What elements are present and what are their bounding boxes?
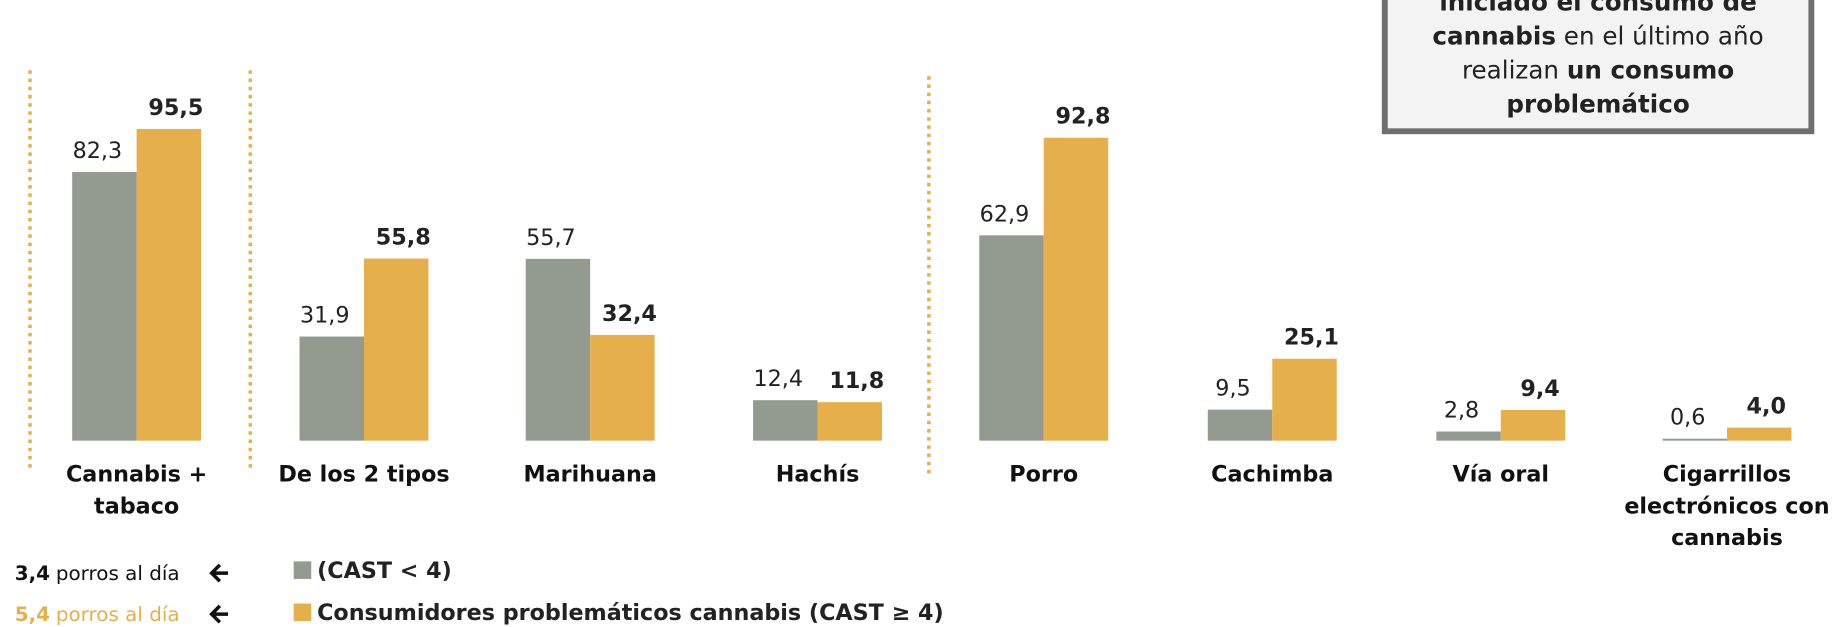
bar: [1207, 409, 1273, 441]
annotation-text: cannabis: [1432, 22, 1556, 51]
x-tick-label: De los 2 tipos: [278, 461, 450, 488]
legend-label: Consumidores problemáticos cannabis (CAS…: [317, 600, 944, 626]
note-text: porros al día: [56, 562, 180, 585]
bar: [363, 258, 429, 441]
annotation-text: iniciado el consumo de: [1439, 0, 1756, 17]
annotation-line: problemático: [1506, 90, 1689, 119]
category-label-box: Hachís: [775, 461, 860, 488]
note-text: porros al día: [56, 603, 180, 626]
value-label: 95,5: [148, 95, 203, 121]
value-label: 92,8: [1056, 104, 1111, 130]
category-label-box: Cigarrillos electrónicos con cannabis: [1624, 461, 1830, 551]
annotation-text: un consumo: [1567, 56, 1734, 85]
value-label: 11,8: [829, 368, 884, 394]
bar: [1500, 409, 1566, 441]
value-label: 55,8: [376, 224, 431, 250]
bar: [753, 400, 818, 441]
arrow-icon: [209, 563, 229, 583]
value-label: 55,7: [526, 225, 576, 251]
annotation-text: en el último año: [1556, 22, 1764, 51]
value-label: 82,3: [73, 138, 123, 164]
x-tick-label: Cannabis + tabaco: [65, 461, 208, 520]
value-label: 62,9: [980, 201, 1030, 227]
bar: [590, 334, 655, 441]
x-tick-label: Marihuana: [523, 461, 657, 488]
annotation-text: problemático: [1506, 90, 1689, 119]
note-value: 3,4: [15, 562, 50, 585]
x-tick-label: Hachís: [775, 461, 860, 488]
category-label-box: Vía oral: [1452, 461, 1550, 488]
value-label: 9,4: [1520, 376, 1559, 402]
bar: [525, 258, 591, 441]
bar: [979, 235, 1044, 441]
category-label-box: De los 2 tipos: [278, 461, 450, 488]
annotation-box: [1381, 0, 1815, 135]
annotation-line: iniciado el consumo de: [1439, 0, 1756, 17]
annotation-line: cannabis en el último año: [1432, 22, 1763, 51]
bar: [1043, 137, 1109, 441]
bar: [136, 128, 202, 441]
legend-label: (CAST < 4): [317, 558, 452, 584]
bar: [72, 172, 137, 441]
note-value: 5,4: [15, 603, 50, 626]
value-label: 9,5: [1215, 376, 1250, 402]
bar: [1436, 431, 1501, 441]
value-label: 2,8: [1444, 397, 1479, 423]
legend-swatch: [293, 603, 312, 622]
value-label: 31,9: [300, 302, 350, 328]
x-tick-label: Cachimba: [1211, 461, 1334, 488]
category-label-box: Cachimba: [1211, 461, 1334, 488]
value-label: 12,4: [754, 366, 804, 392]
x-tick-label: Porro: [1009, 461, 1079, 488]
value-label: 25,1: [1284, 325, 1339, 351]
value-label: 32,4: [602, 301, 657, 327]
note: 3,4 porros al día: [15, 562, 180, 585]
value-label: 0,6: [1670, 405, 1705, 431]
value-label: 4,0: [1747, 394, 1786, 420]
bar: [1726, 427, 1792, 441]
bar: [299, 336, 364, 441]
note: 5,4 porros al día: [15, 603, 180, 626]
x-tick-label: Vía oral: [1452, 461, 1550, 488]
category-label-box: Cannabis + tabaco: [65, 461, 208, 520]
arrow-icon: [209, 604, 229, 624]
annotation-text: realizan: [1462, 56, 1567, 85]
legend-swatch: [293, 561, 312, 579]
category-label-box: Porro: [1009, 461, 1079, 488]
bar: [817, 402, 882, 441]
x-tick-label: Cigarrillos electrónicos con cannabis: [1624, 461, 1830, 551]
bar: [1272, 358, 1337, 441]
category-label-box: Marihuana: [523, 461, 657, 488]
bar: [1662, 438, 1727, 441]
annotation-line: realizan un consumo: [1462, 56, 1734, 85]
